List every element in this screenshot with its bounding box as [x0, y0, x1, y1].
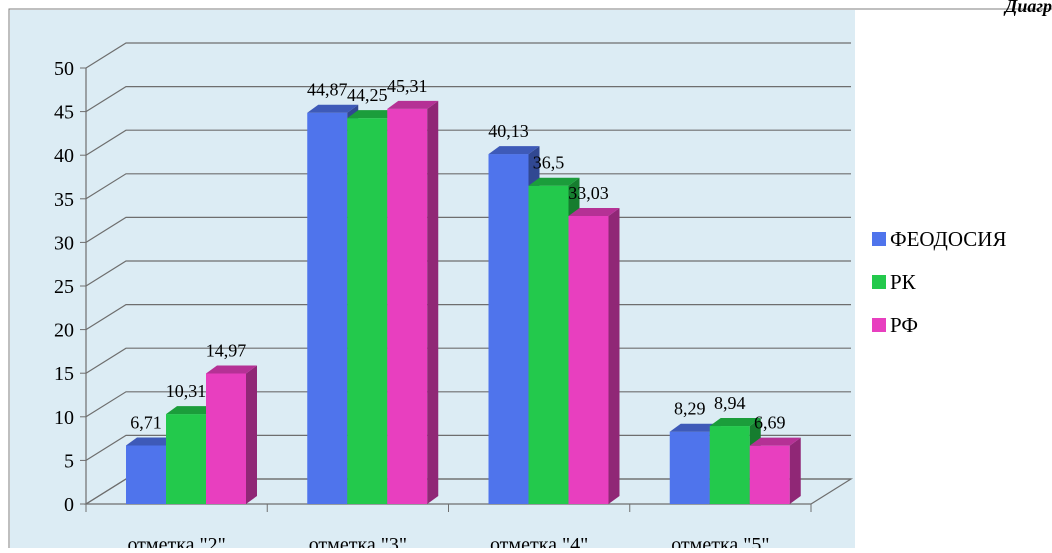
y-tick-label: 50	[54, 58, 74, 80]
chart-frame	[8, 8, 1052, 553]
data-label: 44,87	[307, 80, 348, 100]
bar-side	[246, 365, 257, 504]
y-tick-label: 35	[54, 189, 74, 211]
x-tick-label: отметка "2"	[127, 534, 225, 548]
data-label: 44,25	[347, 85, 388, 105]
y-tick-label: 25	[54, 276, 74, 298]
data-label: 8,94	[714, 393, 746, 413]
legend-swatch	[872, 275, 886, 289]
data-label: 10,31	[166, 381, 207, 401]
y-tick-label: 20	[54, 320, 74, 342]
y-tick-label: 45	[54, 102, 74, 124]
bar-top	[166, 406, 217, 415]
bar-side	[789, 437, 801, 504]
bar-top	[347, 110, 399, 119]
legend-label: ФЕОДОСИЯ	[890, 227, 1006, 251]
legend: ФЕОДОСИЯ РК РФ	[872, 227, 1006, 337]
bar-top	[528, 177, 580, 186]
data-label: 33,03	[568, 183, 609, 203]
data-label: 36,5	[533, 153, 565, 173]
bar-front	[669, 431, 710, 504]
y-tick-label: 30	[54, 232, 74, 254]
bar-front	[347, 118, 388, 504]
gridline	[85, 42, 851, 69]
y-tick-label: 5	[64, 450, 74, 472]
bar-top	[206, 365, 257, 374]
bar-top	[568, 207, 620, 216]
bar-top	[749, 437, 801, 446]
y-tick-label: 40	[54, 145, 74, 167]
bars	[126, 100, 801, 505]
gridline	[85, 85, 851, 113]
legend-label: РК	[890, 270, 917, 294]
y-tick-label: 10	[54, 407, 74, 429]
bar-front	[709, 426, 750, 504]
bar-top	[126, 437, 177, 446]
bar-front	[568, 215, 609, 504]
bar-top	[307, 104, 359, 113]
data-label: 14,97	[206, 340, 247, 360]
legend-label: РФ	[890, 313, 918, 337]
gridline	[85, 129, 851, 156]
bar-top	[488, 146, 540, 155]
bar-front	[387, 108, 428, 505]
x-tick-label: отметка "4"	[490, 534, 588, 548]
bar-front	[528, 185, 569, 504]
gridline	[85, 173, 851, 200]
bar-top	[709, 418, 761, 427]
data-label: 6,71	[130, 412, 162, 432]
bar-front	[166, 414, 206, 504]
data-label: 6,69	[754, 413, 786, 433]
legend-swatch	[872, 318, 886, 332]
data-label: 45,31	[387, 76, 428, 96]
bar-front	[206, 373, 246, 504]
bar-front	[126, 445, 166, 504]
data-label: 8,29	[674, 399, 706, 419]
bar-front	[749, 445, 790, 504]
legend-swatch	[872, 232, 886, 246]
bar-front	[488, 154, 529, 504]
bar-front	[307, 112, 348, 505]
bar-side	[608, 207, 620, 504]
corner-label: Диагр	[1005, 0, 1052, 16]
x-tick-label: отметка "3"	[309, 534, 407, 548]
data-label: 40,13	[488, 121, 529, 141]
bar-side	[427, 100, 439, 505]
bar-top	[669, 423, 721, 432]
y-tick-label: 15	[54, 363, 74, 385]
x-tick-label: отметка "5"	[671, 534, 769, 548]
y-tick-label: 0	[64, 494, 74, 516]
bar-top	[387, 100, 439, 109]
